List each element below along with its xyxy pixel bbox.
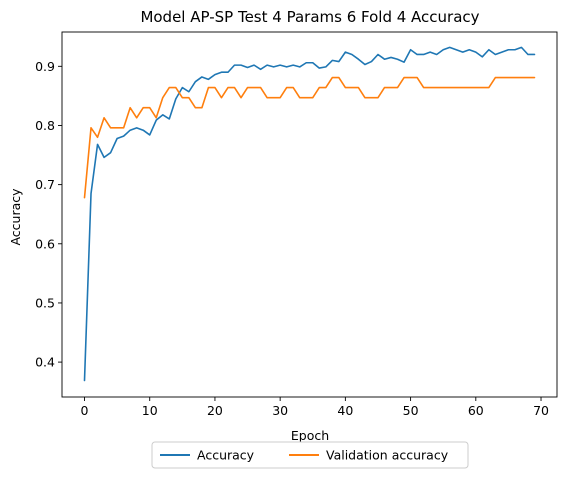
- y-axis-label: Accuracy: [8, 188, 23, 246]
- x-tick-label: 10: [142, 403, 158, 418]
- x-tick-label: 60: [468, 403, 484, 418]
- legend-label-accuracy: Accuracy: [197, 448, 255, 463]
- x-tick-label: 0: [81, 403, 89, 418]
- y-tick-label: 0.7: [35, 177, 55, 192]
- x-axis-label: Epoch: [291, 428, 329, 443]
- x-tick-label: 50: [403, 403, 419, 418]
- y-tick-label: 0.4: [35, 355, 55, 370]
- y-tick-label: 0.9: [35, 59, 55, 74]
- series-line-validation: [83, 76, 536, 199]
- y-tick-label: 0.5: [35, 295, 55, 310]
- x-tick-label: 20: [207, 403, 223, 418]
- legend: Accuracy Validation accuracy: [151, 441, 469, 469]
- axes-frame: [61, 31, 558, 398]
- series-line-accuracy: [83, 46, 536, 382]
- x-tick-label: 70: [533, 403, 549, 418]
- x-tick-label: 30: [272, 403, 288, 418]
- chart-title: Model AP-SP Test 4 Params 6 Fold 4 Accur…: [140, 8, 479, 26]
- plot-area: 0 10 20 30 40 50 60 70 0.4 0.5 0.6 0.7 0.8 0.9: [35, 31, 558, 418]
- legend-label-validation: Validation accuracy: [326, 448, 449, 463]
- y-tick-label: 0.6: [35, 236, 55, 251]
- y-tick-label: 0.8: [35, 118, 55, 133]
- x-tick-label: 40: [337, 403, 353, 418]
